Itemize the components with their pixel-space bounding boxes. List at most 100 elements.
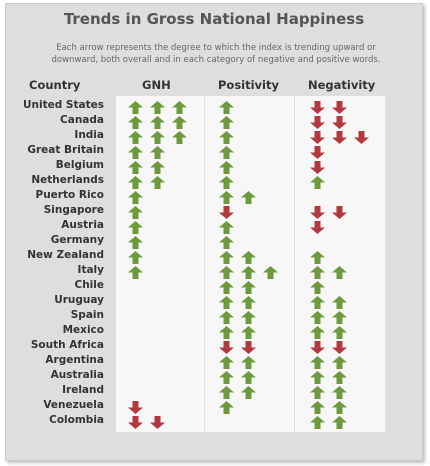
- country-label-germany: Germany: [50, 234, 104, 246]
- up-arrow-icon: [128, 129, 143, 148]
- country-label-south-africa: South Africa: [30, 339, 104, 351]
- up-arrow-icon: [219, 114, 234, 133]
- chart-panel: Trends in Gross National Happiness Each …: [5, 3, 423, 461]
- up-arrow-icon: [172, 114, 187, 133]
- header-positivity: Positivity: [218, 78, 279, 92]
- up-arrow-icon: [241, 309, 256, 328]
- down-arrow-icon: [332, 339, 347, 358]
- country-label-canada: Canada: [60, 114, 104, 126]
- up-arrow-icon: [128, 234, 143, 253]
- up-arrow-icon: [128, 219, 143, 238]
- down-arrow-icon: [310, 219, 325, 238]
- country-label-colombia: Colombia: [49, 414, 104, 426]
- up-arrow-icon: [128, 99, 143, 118]
- country-label-italy: Italy: [77, 264, 104, 276]
- down-arrow-icon: [310, 159, 325, 178]
- country-label-singapore: Singapore: [43, 204, 104, 216]
- up-arrow-icon: [219, 174, 234, 193]
- country-label-great-britain: Great Britain: [27, 144, 104, 156]
- up-arrow-icon: [128, 114, 143, 133]
- up-arrow-icon: [263, 264, 278, 283]
- chart-title: Trends in Gross National Happiness: [63, 10, 365, 28]
- up-arrow-icon: [219, 324, 234, 343]
- up-arrow-icon: [310, 279, 325, 298]
- header-gnh: GNH: [142, 78, 171, 92]
- up-arrow-icon: [150, 99, 165, 118]
- up-arrow-icon: [310, 294, 325, 313]
- up-arrow-icon: [332, 399, 347, 418]
- country-label-puerto-rico: Puerto Rico: [35, 189, 104, 201]
- up-arrow-icon: [241, 249, 256, 268]
- down-arrow-icon: [310, 339, 325, 358]
- up-arrow-icon: [219, 384, 234, 403]
- up-arrow-icon: [150, 114, 165, 133]
- up-arrow-icon: [241, 369, 256, 388]
- up-arrow-icon: [332, 354, 347, 373]
- up-arrow-icon: [219, 279, 234, 298]
- chart-subtitle: Each arrow represents the degree to whic…: [36, 42, 396, 66]
- up-arrow-icon: [219, 189, 234, 208]
- up-arrow-icon: [128, 189, 143, 208]
- up-arrow-icon: [310, 414, 325, 433]
- up-arrow-icon: [310, 324, 325, 343]
- down-arrow-icon: [310, 129, 325, 148]
- up-arrow-icon: [332, 309, 347, 328]
- up-arrow-icon: [128, 249, 143, 268]
- country-label-united-states: United States: [23, 99, 104, 111]
- down-arrow-icon: [310, 204, 325, 223]
- up-arrow-icon: [241, 189, 256, 208]
- subtitle-line-2: downward, both overall and in each categ…: [51, 55, 381, 65]
- up-arrow-icon: [241, 384, 256, 403]
- up-arrow-icon: [128, 144, 143, 163]
- up-arrow-icon: [310, 384, 325, 403]
- up-arrow-icon: [219, 249, 234, 268]
- country-label-austria: Austria: [61, 219, 104, 231]
- up-arrow-icon: [241, 294, 256, 313]
- down-arrow-icon: [219, 339, 234, 358]
- country-label-venezuela: Venezuela: [43, 399, 104, 411]
- country-label-ireland: Ireland: [62, 384, 104, 396]
- up-arrow-icon: [332, 294, 347, 313]
- country-label-uruguay: Uruguay: [54, 294, 104, 306]
- up-arrow-icon: [219, 369, 234, 388]
- up-arrow-icon: [219, 354, 234, 373]
- country-label-mexico: Mexico: [62, 324, 104, 336]
- up-arrow-icon: [332, 264, 347, 283]
- up-arrow-icon: [128, 264, 143, 283]
- up-arrow-icon: [332, 384, 347, 403]
- country-label-spain: Spain: [70, 309, 104, 321]
- header-negativity: Negativity: [308, 78, 376, 92]
- up-arrow-icon: [219, 309, 234, 328]
- down-arrow-icon: [310, 144, 325, 163]
- down-arrow-icon: [332, 99, 347, 118]
- down-arrow-icon: [332, 204, 347, 223]
- up-arrow-icon: [332, 324, 347, 343]
- up-arrow-icon: [332, 369, 347, 388]
- up-arrow-icon: [219, 144, 234, 163]
- up-arrow-icon: [241, 264, 256, 283]
- down-arrow-icon: [128, 414, 143, 433]
- up-arrow-icon: [310, 309, 325, 328]
- up-arrow-icon: [310, 264, 325, 283]
- up-arrow-icon: [310, 249, 325, 268]
- up-arrow-icon: [332, 414, 347, 433]
- up-arrow-icon: [150, 129, 165, 148]
- down-arrow-icon: [354, 129, 369, 148]
- country-label-belgium: Belgium: [55, 159, 104, 171]
- down-arrow-icon: [310, 99, 325, 118]
- down-arrow-icon: [150, 414, 165, 433]
- up-arrow-icon: [150, 174, 165, 193]
- up-arrow-icon: [128, 159, 143, 178]
- up-arrow-icon: [219, 399, 234, 418]
- up-arrow-icon: [310, 174, 325, 193]
- up-arrow-icon: [219, 159, 234, 178]
- up-arrow-icon: [150, 144, 165, 163]
- up-arrow-icon: [310, 369, 325, 388]
- up-arrow-icon: [128, 174, 143, 193]
- up-arrow-icon: [310, 354, 325, 373]
- down-arrow-icon: [332, 129, 347, 148]
- up-arrow-icon: [241, 354, 256, 373]
- down-arrow-icon: [128, 399, 143, 418]
- up-arrow-icon: [219, 219, 234, 238]
- country-label-australia: Australia: [50, 369, 104, 381]
